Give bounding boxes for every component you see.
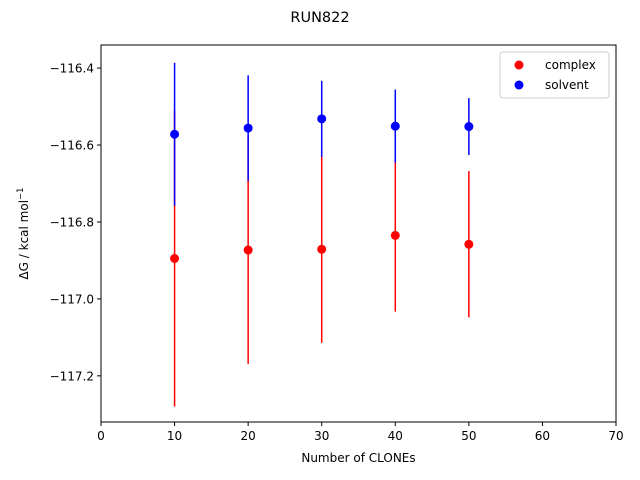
data-point-complex bbox=[390, 230, 400, 240]
data-point-solvent bbox=[243, 123, 253, 133]
x-tick-label: 30 bbox=[314, 429, 329, 443]
data-point-solvent bbox=[317, 114, 327, 124]
data-point-solvent bbox=[390, 121, 400, 131]
x-tick-label: 10 bbox=[167, 429, 182, 443]
legend: complex solvent bbox=[499, 51, 610, 99]
x-axis-title: Number of CLONEs bbox=[301, 451, 415, 465]
x-tick-label: 70 bbox=[608, 429, 623, 443]
chart-title: RUN822 bbox=[290, 10, 349, 26]
data-point-complex bbox=[170, 254, 180, 264]
legend-box bbox=[499, 51, 610, 99]
y-tick-label: −116.4 bbox=[50, 62, 94, 76]
legend-marker-solvent bbox=[514, 80, 524, 90]
data-point-complex bbox=[243, 245, 253, 255]
y-tick-label: −117.2 bbox=[50, 369, 94, 383]
y-tick-label: −117.0 bbox=[50, 292, 94, 306]
y-axis: −117.2 −117.0 −116.8 −116.6 −116.4 bbox=[50, 62, 101, 383]
data-point-solvent bbox=[464, 122, 474, 132]
data-point-complex bbox=[464, 239, 474, 249]
x-tick-label: 0 bbox=[97, 429, 105, 443]
y-axis-title: ΔG / kcal mol−1 bbox=[16, 187, 31, 279]
y-axis-title-superscript: −1 bbox=[16, 187, 26, 200]
y-tick-label: −116.8 bbox=[50, 215, 94, 229]
legend-marker-complex bbox=[514, 60, 524, 70]
plot-frame bbox=[100, 44, 617, 423]
points-solvent bbox=[170, 114, 474, 139]
data-point-complex bbox=[317, 244, 327, 254]
y-tick-label: −116.6 bbox=[50, 139, 94, 153]
legend-label-complex: complex bbox=[545, 58, 596, 72]
y-axis-title-main: ΔG / kcal mol bbox=[17, 200, 31, 280]
points-complex bbox=[170, 230, 474, 264]
x-tick-label: 60 bbox=[535, 429, 550, 443]
x-tick-label: 50 bbox=[461, 429, 476, 443]
x-tick-label: 40 bbox=[388, 429, 403, 443]
x-axis: 0 10 20 30 40 50 60 70 bbox=[97, 422, 624, 443]
x-tick-label: 20 bbox=[241, 429, 256, 443]
data-point-solvent bbox=[170, 129, 180, 139]
plot-area bbox=[170, 62, 474, 407]
legend-label-solvent: solvent bbox=[545, 78, 589, 92]
